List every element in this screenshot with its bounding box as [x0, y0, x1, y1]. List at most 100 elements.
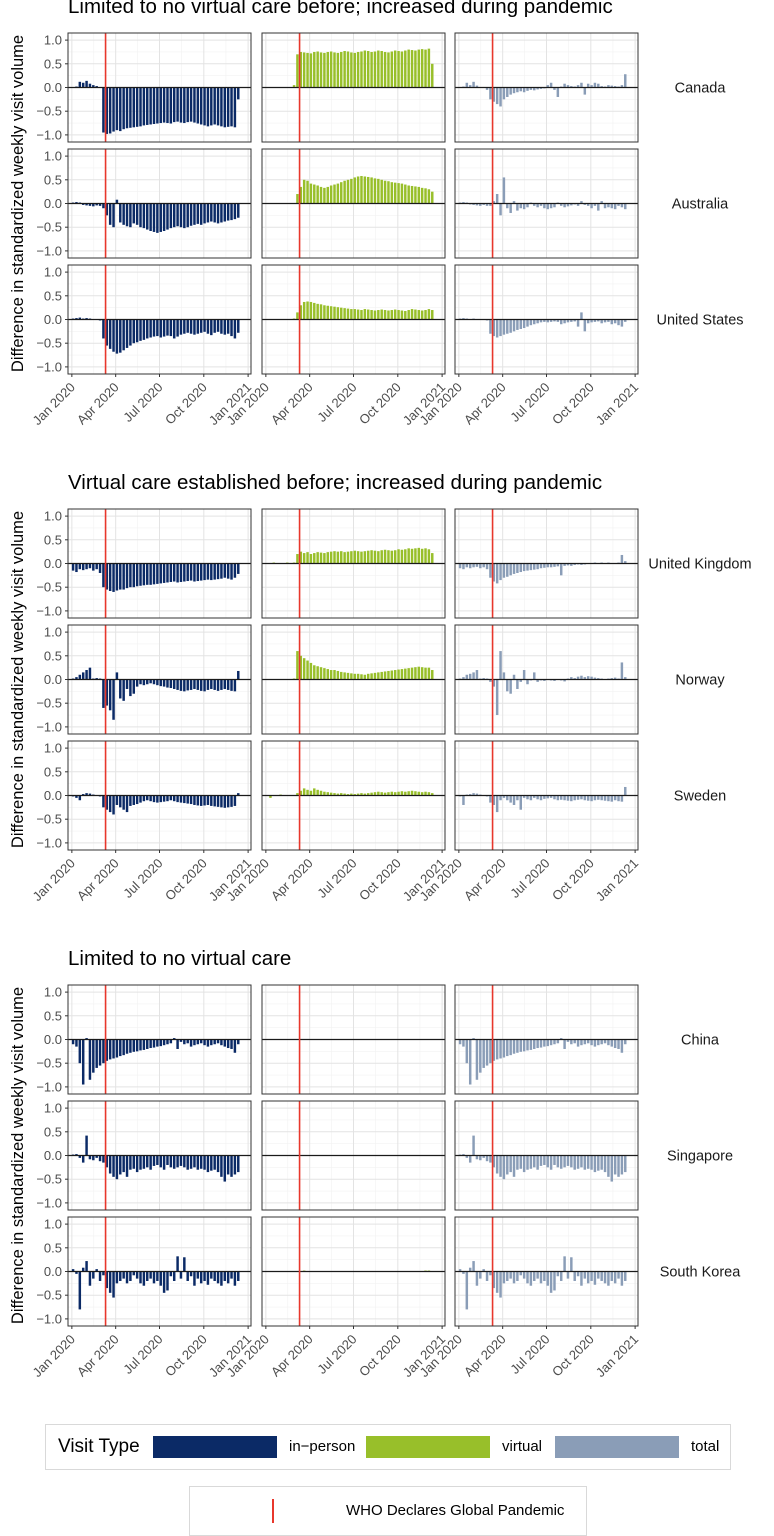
bar-total — [495, 795, 499, 813]
panel-border — [67, 148, 252, 259]
bar-in-person — [169, 203, 173, 229]
legend-swatch-total — [555, 1436, 679, 1458]
bar-in-person — [119, 1039, 122, 1057]
bar-total — [533, 1271, 536, 1281]
bar-virtual — [356, 551, 360, 564]
x-tick-label: Oct 2020 — [356, 1332, 404, 1380]
bar-virtual — [400, 669, 404, 680]
bar-total — [485, 1155, 489, 1162]
bar-total — [566, 85, 570, 88]
bar-virtual — [407, 668, 410, 680]
y-tick-label: 0.5 — [44, 1240, 62, 1255]
bar-total — [506, 563, 509, 577]
bar-total — [613, 203, 617, 210]
bar-virtual — [420, 310, 424, 320]
bar-in-person — [102, 795, 105, 808]
bar-in-person — [172, 203, 176, 228]
bar-in-person — [189, 1155, 193, 1169]
bar-total — [495, 87, 499, 105]
bar-in-person — [125, 679, 129, 689]
legend-label-total: total — [691, 1438, 720, 1455]
bar-in-person — [88, 1155, 92, 1160]
bar-total — [462, 1271, 465, 1274]
bar-total — [559, 1155, 563, 1169]
bar-virtual — [410, 790, 414, 796]
bar-virtual — [302, 788, 306, 796]
bar-total — [522, 795, 526, 798]
bar-in-person — [220, 679, 223, 690]
bar-virtual — [363, 793, 367, 796]
bar-total — [620, 662, 624, 680]
bar-total — [522, 1271, 526, 1279]
bar-virtual — [366, 309, 370, 320]
bar-in-person — [149, 679, 152, 684]
bar-total — [570, 1039, 573, 1045]
panel-south-korea-in-person — [67, 1216, 252, 1327]
bar-total — [563, 203, 566, 208]
bar-total — [624, 561, 627, 564]
bar-virtual — [383, 51, 387, 88]
bar-in-person — [149, 795, 152, 802]
bar-in-person — [203, 87, 206, 126]
bar-total — [495, 194, 499, 204]
bar-in-person — [119, 1271, 122, 1281]
bar-in-person — [196, 563, 200, 582]
bar-total — [610, 1271, 614, 1281]
bar-in-person — [132, 1039, 135, 1052]
bar-virtual — [427, 549, 431, 564]
bar-total — [489, 795, 492, 803]
bar-in-person — [122, 319, 125, 351]
bar-total — [610, 1039, 614, 1047]
bar-in-person — [203, 679, 206, 692]
bar-virtual — [414, 186, 417, 204]
x-tick-label: Jul 2020 — [120, 856, 165, 901]
panel-border — [261, 148, 446, 259]
bar-total — [485, 203, 489, 206]
bar-virtual — [309, 554, 313, 564]
bar-virtual — [309, 301, 313, 320]
bar-in-person — [122, 203, 125, 225]
bar-in-person — [78, 1271, 82, 1310]
bar-in-person — [75, 1039, 78, 1047]
bar-total — [583, 1271, 587, 1279]
bar-virtual — [323, 187, 326, 204]
x-tick-label: Oct 2020 — [549, 856, 597, 904]
bar-virtual — [414, 791, 417, 796]
bar-in-person — [216, 563, 220, 580]
bar-virtual — [329, 306, 333, 320]
bar-in-person — [176, 563, 179, 583]
bar-virtual — [313, 302, 316, 320]
bar-total — [576, 1039, 580, 1047]
bar-in-person — [98, 563, 102, 573]
panel-border — [454, 32, 639, 143]
x-tick-label: Jan 2020 — [30, 1332, 78, 1380]
bar-in-person — [146, 87, 149, 125]
bar-virtual — [387, 792, 390, 796]
bar-in-person — [166, 1039, 169, 1045]
bar-virtual — [343, 180, 346, 204]
bar-in-person — [220, 1039, 223, 1046]
bar-virtual — [370, 310, 373, 320]
bar-in-person — [132, 87, 135, 128]
y-tick-label: 0.0 — [44, 556, 62, 571]
bar-in-person — [102, 563, 105, 588]
bar-virtual — [329, 51, 333, 88]
bar-total — [492, 87, 496, 102]
bar-virtual — [407, 548, 410, 564]
bar-virtual — [350, 673, 353, 680]
bar-total — [519, 795, 522, 810]
panel-united-states-in-person — [67, 264, 252, 375]
bar-in-person — [132, 795, 135, 805]
bar-in-person — [223, 1155, 227, 1182]
bar-in-person — [105, 1271, 109, 1289]
bar-in-person — [169, 563, 173, 582]
bar-total — [597, 678, 600, 680]
bar-total — [526, 203, 529, 208]
bar-virtual — [380, 51, 383, 88]
bar-total — [563, 679, 566, 682]
bar-total — [522, 563, 526, 572]
bar-in-person — [220, 563, 223, 579]
y-tick-label: −1.0 — [36, 359, 62, 374]
y-tick-label: 1.0 — [44, 1217, 62, 1232]
bar-total — [624, 319, 627, 322]
